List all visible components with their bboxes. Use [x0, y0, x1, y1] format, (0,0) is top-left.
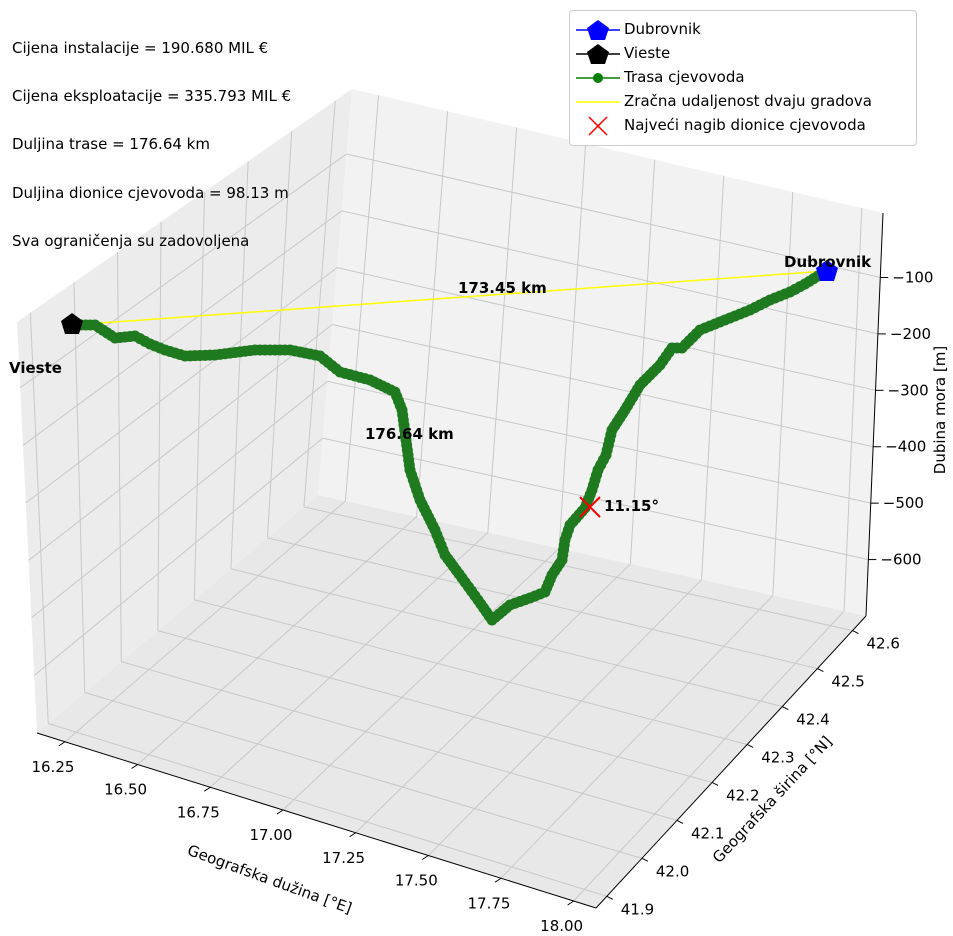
legend-item-max-slope: Najveći nagib dionice cjevovoda [570, 115, 916, 137]
z-tick-label: −600 [880, 551, 921, 569]
y-tick-label: 42.2 [726, 786, 759, 804]
y-tick-label: 42.4 [796, 711, 829, 729]
z-tick-label: −100 [892, 268, 933, 286]
z-tick-label: −200 [890, 325, 931, 343]
z-tick-label: −500 [883, 494, 924, 512]
x-tick-label: 17.75 [467, 894, 510, 912]
legend-label-dubrovnik: Dubrovnik [624, 20, 701, 38]
z-axis-label: Dubina mora [m] [931, 346, 949, 474]
legend-max-slope-swatch [588, 116, 608, 136]
back-wall-pane [318, 89, 883, 616]
annotation-route-length: 176.64 km [365, 425, 454, 443]
floor-pane [37, 495, 866, 908]
y-tick-label: 42.5 [831, 673, 864, 691]
x-tick-label: 16.25 [31, 758, 74, 776]
legend-label-max-slope: Najveći nagib dionice cjevovoda [624, 116, 866, 134]
info-route-length: Duljina trase = 176.64 km [12, 135, 210, 153]
legend-label-air-distance: Zračna udaljenost dvaju gradova [624, 92, 872, 110]
annotation-dubrovnik: Dubrovnik [784, 253, 872, 271]
pipeline-route [66, 266, 832, 626]
legend: Dubrovnik Vieste Trasa cjevovoda Zračna … [569, 10, 917, 146]
x-tick-label: 16.50 [104, 781, 147, 799]
z-tick-label: −300 [888, 381, 929, 399]
annotation-max-slope-angle: 11.15° [604, 497, 659, 515]
legend-air-distance-swatch [576, 101, 620, 103]
max-slope-marker [579, 496, 601, 518]
legend-vieste-swatch [576, 44, 620, 64]
y-tick-label: 42.6 [867, 635, 900, 653]
air-distance-line [71, 270, 828, 326]
y-tick-label: 42.3 [761, 748, 794, 766]
legend-item-air-distance: Zračna udaljenost dvaju gradova [570, 91, 916, 113]
legend-item-vieste: Vieste [570, 43, 916, 65]
y-tick-label: 42.0 [656, 862, 689, 880]
x-tick-label: 18.00 [540, 917, 583, 935]
z-tick-label: −400 [885, 438, 926, 456]
legend-item-dubrovnik: Dubrovnik [570, 19, 916, 41]
x-tick-label: 17.25 [322, 849, 365, 867]
info-operation-cost: Cijena eksploatacije = 335.793 MIL € [12, 87, 291, 105]
grid-lines [19, 95, 881, 902]
dubrovnik-marker [816, 260, 838, 281]
x-tick-label: 16.75 [177, 803, 220, 821]
legend-dubrovnik-swatch [576, 20, 620, 40]
legend-label-route: Trasa cjevovoda [624, 68, 745, 86]
annotation-vieste: Vieste [9, 359, 62, 377]
y-tick-label: 41.9 [621, 900, 654, 918]
legend-route-swatch [576, 73, 620, 83]
info-installation-cost: Cijena instalacije = 190.680 MIL € [12, 39, 268, 57]
legend-label-vieste: Vieste [624, 44, 671, 62]
vieste-marker [61, 313, 83, 334]
annotation-air-distance: 173.45 km [458, 279, 547, 297]
left-wall-pane [17, 89, 352, 733]
y-tick-label: 42.1 [691, 824, 724, 842]
x-tick-label: 17.00 [249, 826, 292, 844]
info-section-length: Duljina dionice cjevovoda = 98.13 m [12, 184, 289, 202]
legend-item-route: Trasa cjevovoda [570, 67, 916, 89]
x-tick-label: 17.50 [395, 872, 438, 890]
info-constraints: Sva ograničenja su zadovoljena [12, 232, 249, 250]
axis-ticks: 16.25 16.50 16.75 17.00 17.25 17.50 17.75 18.00… [31, 212, 933, 935]
